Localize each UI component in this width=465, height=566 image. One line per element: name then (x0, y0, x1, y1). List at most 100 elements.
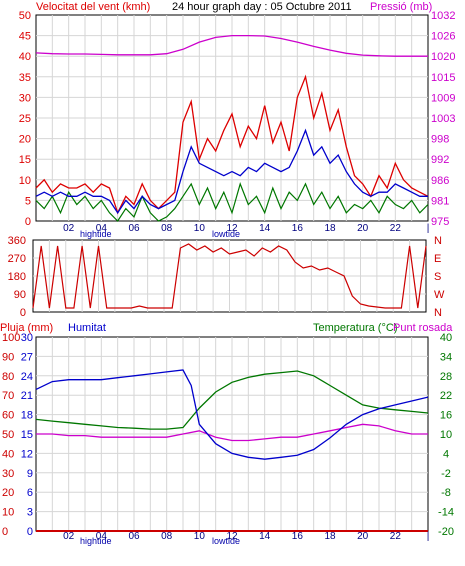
hightide-label-top: hightide (80, 229, 112, 239)
temperature-y-tick: -2 (441, 468, 451, 480)
humidity-series (35, 369, 429, 460)
humidity-y-tick: 0 (27, 526, 33, 538)
temperature-y-tick: -8 (441, 487, 451, 499)
x-tick-label: 16 (292, 531, 304, 542)
chart-title: 24 hour graph day : 05 Octubre 2011 (172, 1, 352, 13)
rain-y-tick: 10 (2, 507, 14, 519)
humidity-y-tick: 21 (21, 390, 33, 402)
x-tick-label: 14 (259, 223, 271, 234)
humidity-y-tick: 6 (27, 487, 33, 499)
x-tick-label: 02 (63, 223, 75, 234)
temperature-axis-label: Temperatura (°C) (313, 322, 397, 334)
wind-avg-series (35, 128, 428, 214)
x-tick-label: 22 (390, 531, 402, 542)
pressure-y-tick: 998 (431, 134, 449, 146)
hightide-label-bottom: hightide (80, 536, 112, 546)
x-tick-label: 20 (357, 223, 369, 234)
generated-chart-layer: 0510152025303540455097598198699299810031… (2, 10, 455, 542)
wind-y-tick: 5 (25, 195, 31, 207)
direction-y-tick: 180 (8, 271, 26, 283)
x-tick-label: 12 (226, 223, 238, 234)
rain-y-tick: 40 (2, 448, 14, 460)
rain-y-tick: 60 (2, 410, 14, 422)
temperature-y-tick: 10 (440, 429, 452, 441)
lowtide-label-bottom: lowtide (212, 536, 240, 546)
compass-y-tick: W (434, 289, 445, 301)
wind-axis-label: Velocitat del vent (kmh) (36, 1, 150, 13)
humidity-y-tick: 15 (21, 429, 33, 441)
x-tick-label: | (427, 223, 430, 234)
humidity-y-tick: 12 (21, 448, 33, 460)
rain-y-tick: 90 (2, 351, 14, 363)
x-tick-label: | (427, 531, 430, 542)
dewpoint-series (36, 423, 428, 442)
x-tick-label: 16 (292, 223, 304, 234)
pressure-y-tick: 1009 (431, 92, 455, 104)
humidity-y-tick: 30 (21, 332, 33, 344)
pressure-y-tick: 1020 (431, 51, 455, 63)
temperature-series (35, 370, 429, 430)
temperature-y-tick: 16 (440, 410, 452, 422)
rain-y-tick: 70 (2, 390, 14, 402)
dewpoint-axis-label: Punt rosada (393, 322, 453, 334)
wind-y-tick: 25 (19, 113, 31, 125)
temperature-y-tick: 4 (443, 448, 449, 460)
rain-y-tick: 100 (2, 332, 20, 344)
pressure-y-tick: 986 (431, 175, 449, 187)
x-tick-label: 14 (259, 531, 271, 542)
temperature-y-tick: -20 (438, 526, 454, 538)
humidity-y-tick: 18 (21, 410, 33, 422)
humidity-axis-label: Humitat (68, 322, 106, 334)
rain-y-tick: 50 (2, 429, 14, 441)
pressure-y-tick: 1026 (431, 31, 455, 43)
x-tick-label: 06 (128, 531, 140, 542)
wind-y-tick: 20 (19, 134, 31, 146)
pressure-y-tick: 1003 (431, 113, 455, 125)
pressure-y-tick: 975 (431, 216, 449, 228)
wind-y-tick: 40 (19, 51, 31, 63)
compass-y-tick: N (434, 307, 442, 319)
wind-y-tick: 30 (19, 92, 31, 104)
direction-y-tick: 0 (20, 307, 26, 319)
temperature-y-tick: 22 (440, 390, 452, 402)
wind-y-tick: 0 (25, 216, 31, 228)
pressure-y-tick: 981 (431, 195, 449, 207)
x-tick-label: 02 (63, 531, 75, 542)
temperature-y-tick: -14 (438, 507, 454, 519)
direction-y-tick: 270 (8, 253, 26, 265)
wind-y-tick: 45 (19, 31, 31, 43)
direction-y-tick: 360 (8, 235, 26, 247)
x-tick-label: 12 (226, 531, 238, 542)
compass-y-tick: S (434, 271, 441, 283)
wind-y-tick: 10 (19, 175, 31, 187)
x-tick-label: 04 (96, 531, 108, 542)
humidity-y-tick: 27 (21, 351, 33, 363)
wind-y-tick: 50 (19, 10, 31, 22)
x-tick-label: 08 (161, 531, 173, 542)
compass-y-tick: N (434, 235, 442, 247)
rain-y-tick: 0 (2, 526, 8, 538)
humidity-y-tick: 24 (21, 371, 33, 383)
direction-y-tick: 90 (14, 289, 26, 301)
wind-gust-series (35, 74, 429, 215)
wind-y-tick: 15 (19, 154, 31, 166)
pressure-axis-label: Pressió (mb) (370, 1, 432, 13)
compass-y-tick: E (434, 253, 441, 265)
pressure-y-tick: 992 (431, 154, 449, 166)
x-tick-label: 08 (161, 223, 173, 234)
temperature-y-tick: 40 (440, 332, 452, 344)
x-tick-label: 20 (357, 531, 369, 542)
pressure-series (35, 34, 428, 57)
pressure-y-tick: 1015 (431, 72, 455, 84)
x-tick-label: 10 (194, 223, 206, 234)
humidity-y-tick: 9 (27, 468, 33, 480)
rain-y-tick: 20 (2, 487, 14, 499)
x-tick-label: 10 (194, 531, 206, 542)
wind-y-tick: 35 (19, 72, 31, 84)
rain-axis-label: Pluja (mm) (0, 322, 53, 334)
rain-y-tick: 30 (2, 468, 14, 480)
x-tick-label: 18 (324, 531, 336, 542)
x-tick-label: 18 (324, 223, 336, 234)
temperature-y-tick: 28 (440, 371, 452, 383)
